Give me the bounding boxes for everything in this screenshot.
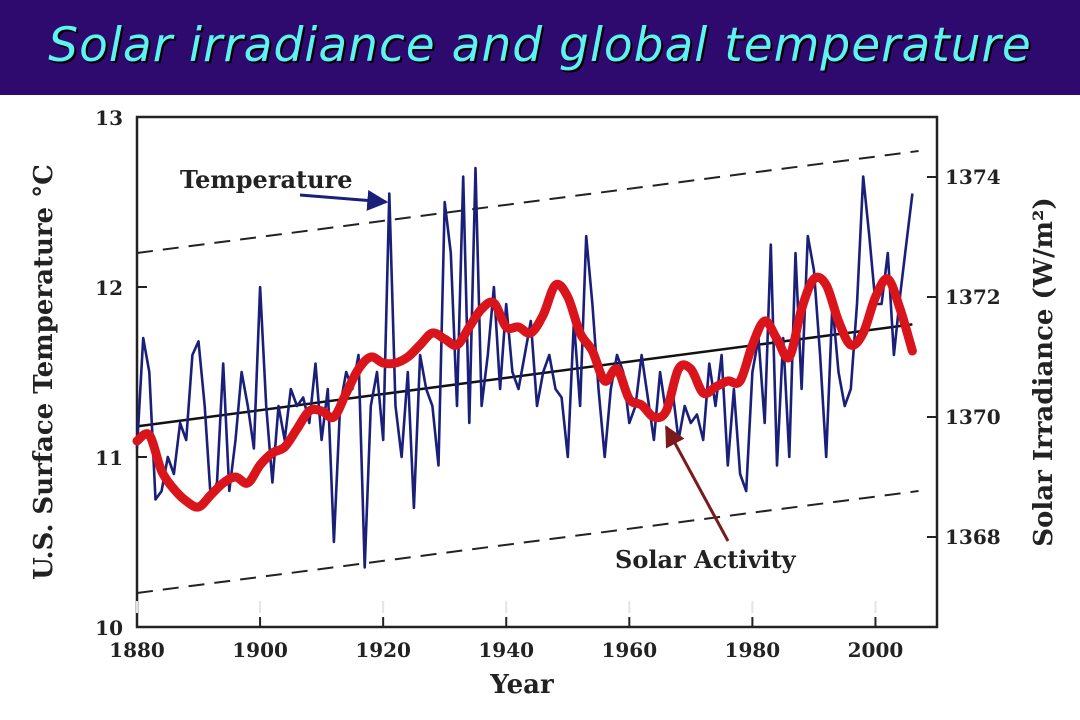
- annotation-temperature: Temperature: [180, 165, 352, 194]
- annotation-solar-arrow: [664, 425, 730, 542]
- y-axis-right-title: Solar Irradiance (W/m²): [1029, 197, 1059, 546]
- y-left-tick-label-11: 11: [95, 446, 123, 470]
- series-solar-line: [132, 272, 917, 512]
- x-tick-label-1960: 1960: [601, 638, 657, 662]
- x-tick-label-1980: 1980: [725, 638, 781, 662]
- annotation-solar-activity: Solar Activity: [615, 545, 797, 574]
- x-tick-label-2000: 2000: [848, 638, 904, 662]
- y-left-tick-label-12: 12: [95, 276, 123, 300]
- y-left-tick-label-13: 13: [95, 106, 123, 130]
- x-tick-label-1940: 1940: [478, 638, 534, 662]
- y-right-tick-label-1370: 1370: [945, 405, 1001, 429]
- series-temperature-line: [135, 166, 914, 569]
- x-tick-label-1900: 1900: [232, 638, 288, 662]
- annotation-temperature-arrow: [299, 190, 389, 211]
- y-axis-left-title: U.S. Surface Temperature °C: [29, 164, 59, 580]
- y-right-tick-label-1372: 1372: [945, 285, 1001, 309]
- y-right-tick-label-1368: 1368: [945, 525, 1001, 549]
- x-axis-title: Year: [489, 670, 554, 700]
- title-bar: [0, 0, 1080, 95]
- y-right-tick-label-1374: 1374: [945, 165, 1001, 189]
- chart: 1880 1900 1920 1940 1960 1980 2000 10 11 12 13 1368…: [29, 106, 1059, 700]
- x-tick-label-1880: 1880: [109, 638, 165, 662]
- slide-title: Solar irradiance and global temperature: [48, 18, 1032, 73]
- reference-line-1: [136, 150, 919, 254]
- x-tick-label-1920: 1920: [355, 638, 411, 662]
- reference-line-2: [136, 490, 919, 594]
- plot-frame: [135, 115, 939, 629]
- y-left-tick-label-10: 10: [95, 616, 123, 640]
